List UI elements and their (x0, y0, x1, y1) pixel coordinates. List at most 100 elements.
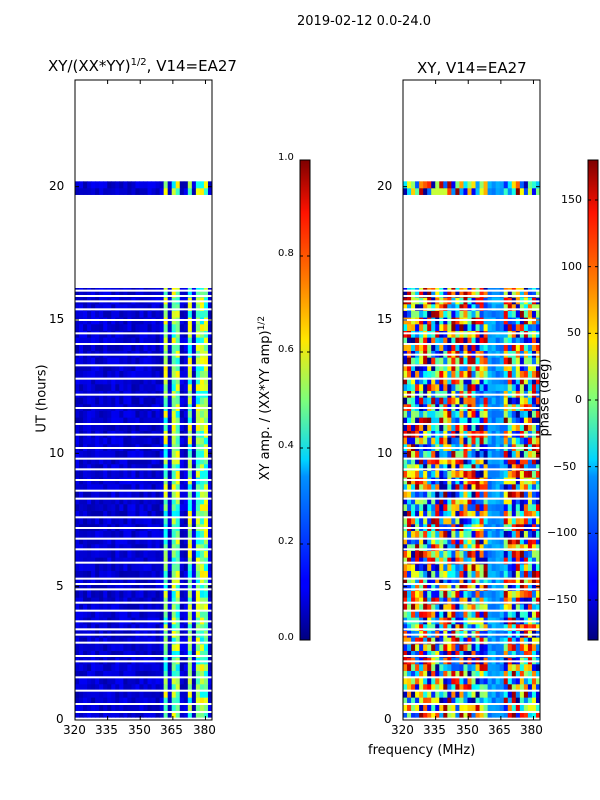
right-heatmap-cell (459, 344, 464, 351)
right-heatmap-cell (471, 464, 477, 471)
right-heatmap-cell (479, 484, 485, 491)
left-heatmap-cell (107, 288, 112, 291)
right-heatmap-cell (415, 644, 420, 651)
right-heatmap-cell (523, 650, 529, 658)
right-heatmap-cell (431, 510, 436, 518)
right-heatmap-cell (535, 357, 540, 365)
right-heatmap-cell (511, 357, 517, 365)
left-heatmap-cell (111, 517, 116, 525)
right-heatmap-cell (503, 690, 509, 698)
left-heatmap-cell (135, 584, 140, 591)
right-heatmap-cell (431, 181, 436, 189)
left-heatmap-cell (103, 470, 108, 478)
left-heatmap-cell (187, 470, 193, 478)
left-heatmap-cell (163, 710, 169, 718)
right-heatmap-cell (483, 424, 489, 431)
right-heatmap-cell (531, 557, 537, 565)
right-heatmap-cell (403, 517, 408, 525)
left-heatmap-cell (87, 637, 92, 645)
right-heatmap-cell (531, 424, 537, 431)
left-gap-row (75, 601, 212, 604)
right-heatmap-cell (415, 510, 420, 518)
right-heatmap-cell (455, 337, 460, 345)
right-heatmap-cell (527, 464, 533, 471)
right-heatmap-cell (515, 530, 521, 538)
right-heatmap-cell (439, 504, 444, 511)
left-heatmap-cell (75, 697, 80, 705)
left-heatmap-cell (91, 437, 96, 445)
right-heatmap-cell (535, 624, 540, 631)
left-heatmap-cell (95, 537, 100, 545)
left-heatmap-cell (187, 637, 193, 645)
left-heatmap-cell (135, 664, 140, 671)
right-heatmap-cell (467, 570, 472, 578)
left-heatmap-cell (127, 530, 132, 538)
left-heatmap-cell (99, 384, 104, 391)
right-gap-row (403, 407, 540, 409)
right-heatmap-cell (507, 650, 513, 658)
left-heatmap-cell (75, 188, 80, 195)
left-heatmap-cell (139, 677, 144, 685)
right-heatmap-cell (503, 490, 509, 498)
left-heatmap-cell (127, 650, 132, 658)
left-heatmap-cell (147, 697, 153, 705)
right-heatmap-cell (419, 290, 424, 298)
right-heatmap-cell (407, 370, 412, 378)
right-heatmap-cell (487, 377, 493, 385)
right-heatmap-cell (475, 288, 481, 291)
left-heatmap-cell (167, 537, 173, 545)
right-heatmap-cell (499, 584, 505, 591)
right-heatmap-cell (439, 324, 444, 331)
left-heatmap-cell (91, 704, 96, 711)
right-heatmap-cell (411, 290, 416, 298)
left-heatmap-cell (183, 650, 189, 658)
left-heatmap-cell (95, 624, 100, 631)
right-heatmap-cell (415, 697, 420, 705)
left-heatmap-cell (163, 517, 169, 525)
right-heatmap-cell (407, 570, 412, 578)
left-heatmap-cell (127, 584, 132, 591)
left-heatmap-cell (171, 288, 177, 291)
right-heatmap-cell (527, 290, 533, 298)
right-heatmap-cell (491, 577, 497, 585)
left-heatmap-cell (75, 424, 80, 431)
left-heatmap-cell (179, 550, 185, 558)
left-heatmap-cell (139, 517, 144, 525)
right-heatmap-cell (463, 450, 468, 458)
left-heatmap-cell (95, 310, 100, 318)
right-heatmap-cell (535, 670, 540, 678)
left-heatmap-cell (99, 510, 104, 518)
right-heatmap-cell (455, 290, 460, 298)
right-heatmap-cell (487, 650, 493, 658)
right-heatmap-cell (411, 710, 416, 718)
left-heatmap-cell (131, 357, 136, 365)
left-heatmap-cell (199, 288, 205, 291)
right-heatmap-cell (487, 624, 493, 631)
right-heatmap-cell (535, 344, 540, 351)
left-heatmap-cell (183, 637, 189, 645)
right-heatmap-cell (523, 530, 529, 538)
left-heatmap-cell (83, 497, 88, 505)
left-heatmap-cell (199, 410, 205, 418)
right-heatmap-cell (447, 664, 452, 671)
left-heatmap-cell (95, 450, 100, 458)
left-gap-row (75, 468, 212, 471)
left-heatmap-cell (139, 450, 144, 458)
left-heatmap-cell (83, 584, 88, 591)
left-heatmap-cell (203, 450, 209, 458)
right-heatmap-cell (483, 530, 489, 538)
right-heatmap-cell (511, 310, 517, 318)
left-heatmap-cell (179, 290, 185, 298)
left-heatmap-cell (175, 181, 181, 189)
left-heatmap-cell (99, 504, 104, 511)
right-heatmap-cell (439, 384, 444, 391)
right-heatmap-cell (503, 357, 509, 365)
right-heatmap-cell (455, 530, 460, 538)
right-heatmap-cell (475, 644, 481, 651)
right-heatmap-cell (407, 424, 412, 431)
right-heatmap-cell (523, 564, 529, 571)
right-heatmap-cell (463, 364, 468, 371)
left-heatmap-cell (87, 490, 92, 498)
right-heatmap-cell (527, 697, 533, 705)
right-heatmap-cell (527, 437, 533, 445)
